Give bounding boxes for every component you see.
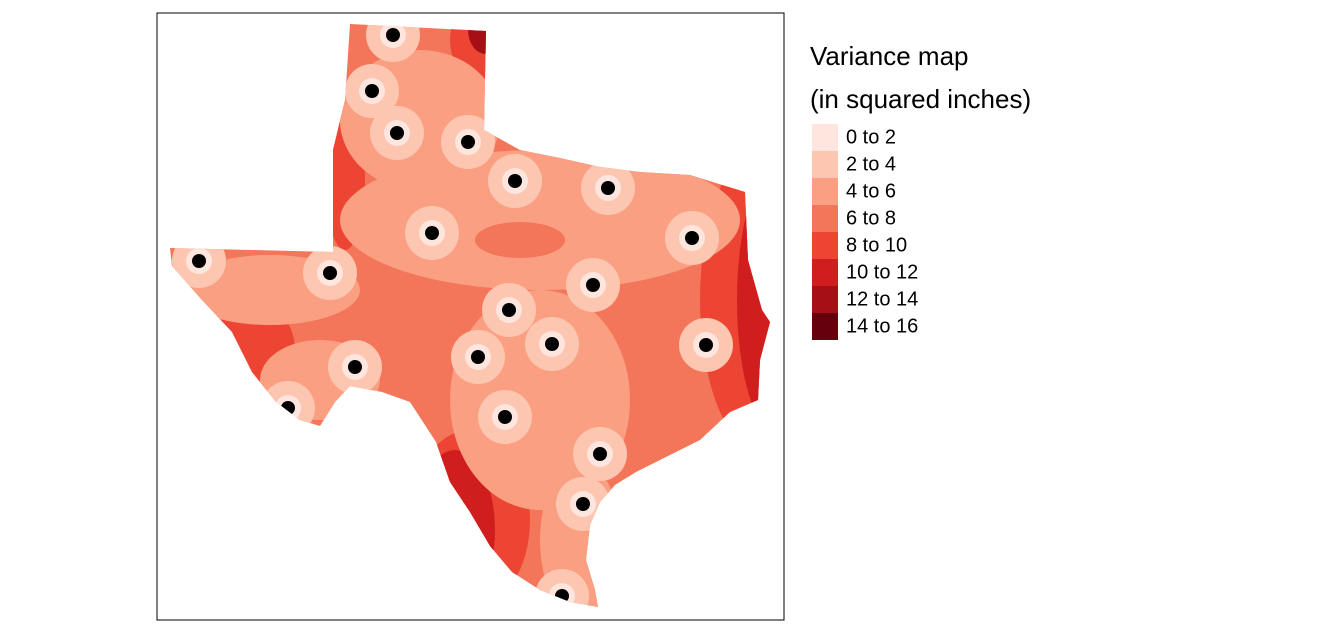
station bbox=[498, 410, 512, 424]
legend-title: (in squared inches) bbox=[810, 84, 1031, 114]
station bbox=[390, 126, 404, 140]
legend-label: 14 to 16 bbox=[846, 315, 918, 337]
legend-label: 8 to 10 bbox=[846, 234, 907, 256]
legend-swatch bbox=[812, 205, 838, 232]
zone bbox=[475, 222, 565, 258]
legend-title: Variance map bbox=[810, 41, 969, 71]
station bbox=[461, 135, 475, 149]
legend-swatch bbox=[812, 124, 838, 151]
legend-swatch bbox=[812, 232, 838, 259]
station bbox=[685, 231, 699, 245]
legend-swatch bbox=[812, 178, 838, 205]
station bbox=[508, 174, 522, 188]
legend-swatch bbox=[812, 259, 838, 286]
legend-label: 6 to 8 bbox=[846, 207, 896, 229]
stations bbox=[172, 24, 733, 607]
legend-label: 0 to 2 bbox=[846, 126, 896, 148]
station bbox=[471, 350, 485, 364]
station bbox=[699, 338, 713, 352]
station bbox=[576, 497, 590, 511]
station bbox=[323, 266, 337, 280]
station bbox=[386, 28, 400, 42]
legend-label: 10 to 12 bbox=[846, 261, 918, 283]
station bbox=[365, 84, 379, 98]
legend-label: 4 to 6 bbox=[846, 180, 896, 202]
legend-label: 2 to 4 bbox=[846, 153, 896, 175]
legend-swatch bbox=[812, 286, 838, 313]
station bbox=[545, 337, 559, 351]
station bbox=[348, 360, 362, 374]
station bbox=[586, 278, 600, 292]
station bbox=[601, 181, 615, 195]
legend: 0 to 2 2 to 4 4 to 6 6 to 8 8 to 10 10 to 12 1… bbox=[812, 124, 918, 340]
station bbox=[502, 303, 516, 317]
legend-swatch bbox=[812, 151, 838, 178]
legend-swatch bbox=[812, 313, 838, 340]
station bbox=[425, 226, 439, 240]
station bbox=[593, 447, 607, 461]
station bbox=[192, 254, 206, 268]
legend-label: 12 to 14 bbox=[846, 288, 918, 310]
